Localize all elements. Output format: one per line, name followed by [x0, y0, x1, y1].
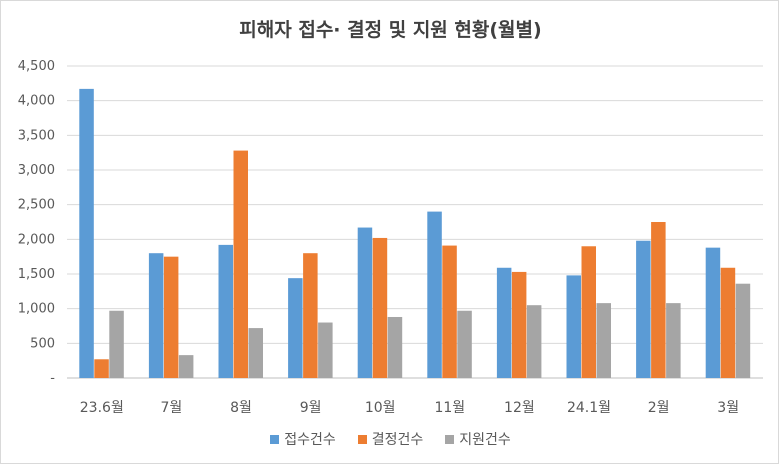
bar-지원건수: [457, 310, 472, 378]
bar-지원건수: [109, 310, 124, 378]
bar-접수건수: [357, 227, 373, 378]
bar-접수건수: [636, 240, 651, 378]
y-tick-label: 4,000: [18, 94, 55, 109]
y-tick-label: 2,000: [18, 232, 55, 247]
bar-접수건수: [705, 247, 721, 378]
x-tick-label: 7월: [161, 400, 183, 416]
bar-결정건수: [94, 359, 109, 378]
y-tick-label: 1,500: [18, 267, 55, 282]
x-tick-label: 3월: [717, 400, 739, 416]
bar-접수건수: [496, 267, 512, 378]
bar-지원건수: [596, 303, 611, 378]
bar-결정건수: [651, 222, 666, 378]
y-tick-label: 1,000: [18, 302, 55, 317]
bar-지원건수: [735, 283, 751, 378]
bar-결정건수: [233, 150, 248, 378]
legend-label-series-1: 결정건수: [371, 432, 424, 448]
x-tick-label: 8월: [230, 400, 252, 416]
bar-지원건수: [526, 305, 542, 378]
legend-item-series-0: 접수건수: [270, 429, 336, 449]
legend-swatch-series-0: [270, 434, 280, 444]
x-tick-label: 2월: [648, 400, 670, 416]
legend-item-series-1: 결정건수: [357, 429, 424, 449]
chart-legend: 접수건수 결정건수 지원건수: [1, 429, 779, 449]
bar-접수건수: [218, 244, 233, 378]
bar-지원건수: [387, 316, 403, 378]
legend-swatch-series-2: [445, 434, 455, 444]
x-tick-label: 24.1월: [567, 400, 611, 416]
bar-접수건수: [566, 275, 581, 378]
bar-결정건수: [372, 237, 388, 378]
bar-결정건수: [581, 246, 596, 378]
bar-접수건수: [427, 211, 442, 378]
y-tick-label: 3,000: [18, 163, 55, 178]
bar-결정건수: [720, 267, 736, 378]
x-tick-label: 10월: [365, 400, 396, 416]
bar-지원건수: [318, 322, 333, 378]
bar-결정건수: [163, 256, 179, 378]
bar-지원건수: [666, 303, 681, 378]
bar-접수건수: [79, 88, 94, 378]
bar-접수건수: [288, 278, 303, 378]
x-tick-label: 9월: [300, 400, 322, 416]
legend-swatch-series-1: [357, 434, 367, 444]
bar-결정건수: [303, 253, 318, 378]
y-tick-label: 2,500: [18, 198, 55, 213]
y-tick-label: -: [50, 371, 55, 386]
bar-지원건수: [178, 355, 194, 378]
legend-label-series-0: 접수건수: [284, 432, 336, 448]
bar-결정건수: [442, 245, 457, 378]
x-tick-label: 23.6월: [80, 400, 124, 416]
bar-접수건수: [148, 253, 164, 378]
legend-item-series-2: 지원건수: [445, 429, 511, 449]
y-tick-label: 3,500: [18, 128, 55, 143]
bar-결정건수: [511, 271, 527, 378]
x-tick-label: 11월: [434, 400, 465, 416]
chart-title: 피해자 접수· 결정 및 지원 현황(월별): [239, 19, 542, 41]
y-tick-label: 4,500: [18, 59, 55, 74]
legend-label-series-2: 지원건수: [459, 432, 511, 448]
bar-지원건수: [248, 328, 263, 378]
y-tick-label: 500: [30, 336, 55, 351]
x-tick-label: 12월: [504, 400, 535, 416]
